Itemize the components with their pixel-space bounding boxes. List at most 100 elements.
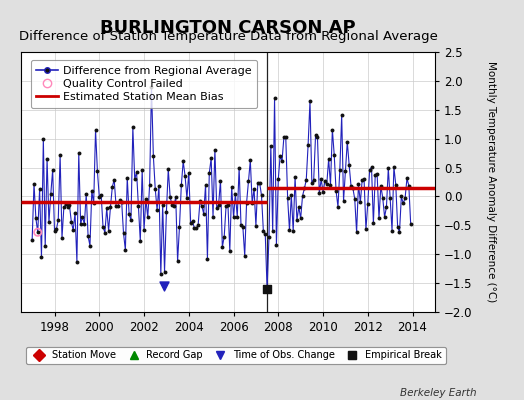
Point bbox=[377, 183, 385, 189]
Point bbox=[238, 224, 247, 230]
Point bbox=[194, 222, 202, 229]
Point bbox=[179, 158, 188, 164]
Point bbox=[241, 253, 249, 259]
Point bbox=[220, 234, 228, 240]
Point bbox=[317, 176, 325, 182]
Point bbox=[276, 152, 285, 159]
Point bbox=[67, 218, 75, 225]
Point bbox=[138, 167, 146, 173]
Point bbox=[268, 228, 277, 235]
Point bbox=[397, 193, 406, 200]
Point bbox=[254, 180, 262, 186]
Point bbox=[224, 201, 232, 208]
Point bbox=[373, 171, 381, 177]
Point bbox=[123, 174, 132, 181]
Point bbox=[130, 176, 139, 182]
Point bbox=[246, 157, 255, 164]
Point bbox=[380, 214, 389, 220]
Point bbox=[181, 172, 189, 179]
Point bbox=[117, 198, 126, 205]
Point bbox=[157, 271, 165, 278]
Point bbox=[391, 181, 400, 188]
Point bbox=[136, 238, 145, 244]
Point bbox=[347, 182, 355, 189]
Point bbox=[272, 242, 281, 248]
Point bbox=[34, 229, 42, 236]
Point bbox=[270, 95, 279, 102]
Point bbox=[66, 202, 74, 208]
Point bbox=[106, 204, 115, 210]
Text: Berkeley Earth: Berkeley Earth bbox=[400, 388, 477, 398]
Point bbox=[263, 286, 271, 292]
Point bbox=[354, 181, 363, 187]
Point bbox=[209, 214, 217, 220]
Point bbox=[170, 203, 178, 209]
Point bbox=[88, 188, 96, 194]
Point bbox=[69, 227, 78, 233]
Point bbox=[205, 170, 213, 176]
Point bbox=[343, 138, 352, 145]
Point bbox=[364, 200, 372, 207]
Point bbox=[388, 228, 396, 234]
Point bbox=[214, 202, 223, 208]
Point bbox=[28, 236, 36, 243]
Point bbox=[293, 217, 301, 224]
Point bbox=[257, 192, 266, 199]
Point bbox=[353, 229, 361, 236]
Point bbox=[243, 200, 251, 206]
Point bbox=[30, 181, 38, 187]
Point bbox=[302, 177, 310, 183]
Point bbox=[375, 215, 383, 222]
Point bbox=[52, 226, 61, 232]
Point bbox=[324, 156, 333, 162]
Point bbox=[71, 210, 79, 216]
Point bbox=[278, 158, 286, 164]
Point bbox=[285, 227, 293, 234]
Y-axis label: Monthly Temperature Anomaly Difference (°C): Monthly Temperature Anomaly Difference (… bbox=[486, 61, 496, 303]
Point bbox=[158, 202, 167, 208]
Point bbox=[311, 132, 320, 138]
Point bbox=[171, 194, 180, 200]
Point bbox=[340, 198, 348, 204]
Point bbox=[358, 177, 366, 183]
Point bbox=[211, 146, 219, 153]
Point bbox=[310, 176, 318, 183]
Point bbox=[203, 256, 212, 262]
Point bbox=[121, 247, 129, 253]
Point bbox=[287, 192, 296, 198]
Point bbox=[84, 233, 92, 239]
Point bbox=[367, 164, 376, 171]
Point bbox=[337, 112, 346, 118]
Point bbox=[119, 230, 128, 236]
Point bbox=[386, 195, 395, 202]
Point bbox=[129, 124, 137, 130]
Point bbox=[321, 178, 329, 185]
Point bbox=[235, 164, 243, 171]
Point bbox=[289, 228, 298, 234]
Point bbox=[140, 226, 148, 233]
Point bbox=[405, 182, 413, 189]
Point bbox=[259, 228, 268, 234]
Point bbox=[43, 156, 51, 162]
Point bbox=[50, 228, 59, 234]
Title: BURLINGTON CARSON AP: BURLINGTON CARSON AP bbox=[100, 18, 356, 36]
Point bbox=[341, 168, 350, 174]
Point bbox=[41, 243, 49, 249]
Point bbox=[382, 204, 390, 210]
Point bbox=[146, 182, 154, 188]
Point bbox=[48, 167, 57, 173]
Point bbox=[395, 229, 403, 236]
Point bbox=[160, 283, 168, 289]
Point bbox=[371, 172, 379, 178]
Point bbox=[345, 162, 353, 168]
Point bbox=[261, 230, 269, 237]
Point bbox=[90, 200, 98, 207]
Legend: Station Move, Record Gap, Time of Obs. Change, Empirical Break: Station Move, Record Gap, Time of Obs. C… bbox=[26, 346, 445, 364]
Point bbox=[334, 204, 342, 210]
Point bbox=[192, 225, 201, 231]
Point bbox=[141, 196, 150, 202]
Point bbox=[183, 195, 191, 201]
Point bbox=[147, 84, 156, 90]
Point bbox=[207, 155, 215, 161]
Point bbox=[37, 254, 46, 260]
